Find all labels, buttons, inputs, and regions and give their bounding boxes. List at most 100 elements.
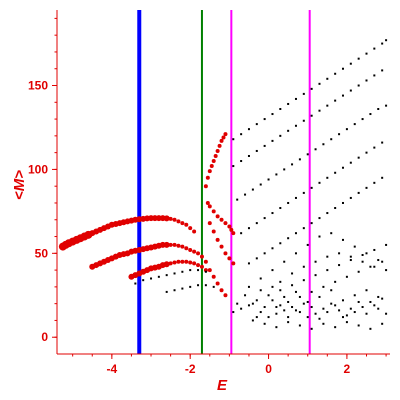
red-data-point: [172, 242, 177, 247]
black-data-point: [181, 270, 184, 273]
black-data-point: [334, 280, 337, 283]
red-data-point: [199, 254, 204, 259]
black-data-point: [240, 160, 243, 163]
black-data-point: [271, 247, 274, 250]
black-data-point: [357, 156, 360, 159]
black-data-point: [365, 151, 368, 154]
black-data-point: [302, 265, 305, 268]
black-data-point: [302, 227, 305, 230]
black-data-point: [251, 319, 254, 322]
black-data-point: [381, 69, 384, 72]
black-data-point: [338, 133, 341, 136]
black-data-point: [310, 290, 313, 293]
black-data-point: [365, 186, 368, 189]
red-data-point: [192, 249, 197, 254]
black-data-point: [271, 113, 274, 116]
black-data-point: [287, 102, 290, 105]
black-data-point: [381, 176, 384, 179]
red-data-point: [192, 229, 197, 234]
black-data-point: [189, 285, 192, 288]
black-data-point: [318, 317, 321, 320]
black-data-point: [291, 284, 294, 287]
red-data-point: [207, 169, 212, 174]
tick-marks: -4 -2 0 2 0 50 100 150: [28, 17, 387, 376]
black-data-point: [357, 270, 360, 273]
black-data-point: [271, 269, 274, 272]
red-data-point: [231, 261, 236, 266]
black-data-point: [338, 309, 341, 312]
black-data-point: [326, 269, 329, 272]
black-data-point: [341, 299, 344, 302]
red-data-point: [184, 246, 189, 251]
black-data-point: [259, 311, 262, 314]
black-data-point: [287, 237, 290, 240]
red-data-point: [207, 204, 212, 209]
red-data-point: [172, 260, 177, 265]
black-data-point: [244, 193, 247, 196]
black-data-point: [377, 295, 380, 298]
black-data-point: [349, 196, 352, 199]
black-data-point: [263, 252, 266, 255]
black-data-point: [232, 311, 235, 314]
red-data-point: [176, 219, 181, 224]
red-data-point: [180, 221, 185, 226]
black-data-point: [314, 260, 317, 263]
black-data-point: [232, 138, 235, 141]
black-data-point: [314, 148, 317, 151]
black-data-point: [345, 314, 348, 317]
black-data-point: [310, 114, 313, 117]
red-data-point: [229, 227, 234, 232]
black-data-point: [204, 284, 207, 287]
black-data-point: [357, 191, 360, 194]
red-data-point: [215, 214, 220, 219]
black-data-point: [377, 108, 380, 111]
black-data-point: [306, 300, 309, 303]
black-data-point: [259, 277, 262, 280]
black-data-point: [373, 146, 376, 149]
x-axis-label: E: [217, 377, 228, 394]
black-data-point: [251, 188, 254, 191]
black-data-point: [334, 171, 337, 174]
black-data-point: [349, 255, 352, 258]
x-tick-label: 0: [265, 362, 272, 376]
black-data-point: [357, 300, 360, 303]
red-data-point: [188, 247, 193, 252]
black-data-point: [373, 74, 376, 77]
black-data-point: [181, 287, 184, 290]
black-data-point: [381, 322, 384, 325]
black-data-point: [294, 124, 297, 127]
black-data-point: [369, 265, 372, 268]
red-data-point: [205, 200, 210, 205]
red-data-point: [211, 229, 216, 234]
black-data-point: [287, 201, 290, 204]
black-data-point: [267, 294, 270, 297]
red-data-point: [176, 259, 181, 264]
black-data-point: [247, 128, 250, 131]
black-data-point: [240, 307, 243, 310]
black-data-point: [334, 99, 337, 102]
black-data-point: [302, 191, 305, 194]
black-data-point: [353, 123, 356, 126]
black-data-point: [294, 252, 297, 255]
black-data-point: [334, 326, 337, 329]
red-data-point: [188, 260, 193, 265]
black-data-point: [373, 47, 376, 50]
black-data-point: [283, 309, 286, 312]
black-data-point: [353, 311, 356, 314]
black-data-point: [353, 245, 356, 248]
red-data-point: [203, 259, 208, 264]
black-data-point: [271, 285, 274, 288]
y-tick-label: 100: [28, 162, 48, 176]
red-data-point: [188, 226, 193, 231]
black-data-point: [381, 260, 384, 263]
black-data-point: [334, 72, 337, 75]
black-data-point: [236, 302, 239, 305]
black-data-point: [165, 290, 168, 293]
black-data-point: [318, 109, 321, 112]
black-data-point: [357, 57, 360, 60]
black-data-point: [318, 295, 321, 298]
black-data-point: [240, 232, 243, 235]
black-data-point: [338, 252, 341, 255]
black-data-point: [338, 264, 341, 267]
black-data-point: [294, 232, 297, 235]
